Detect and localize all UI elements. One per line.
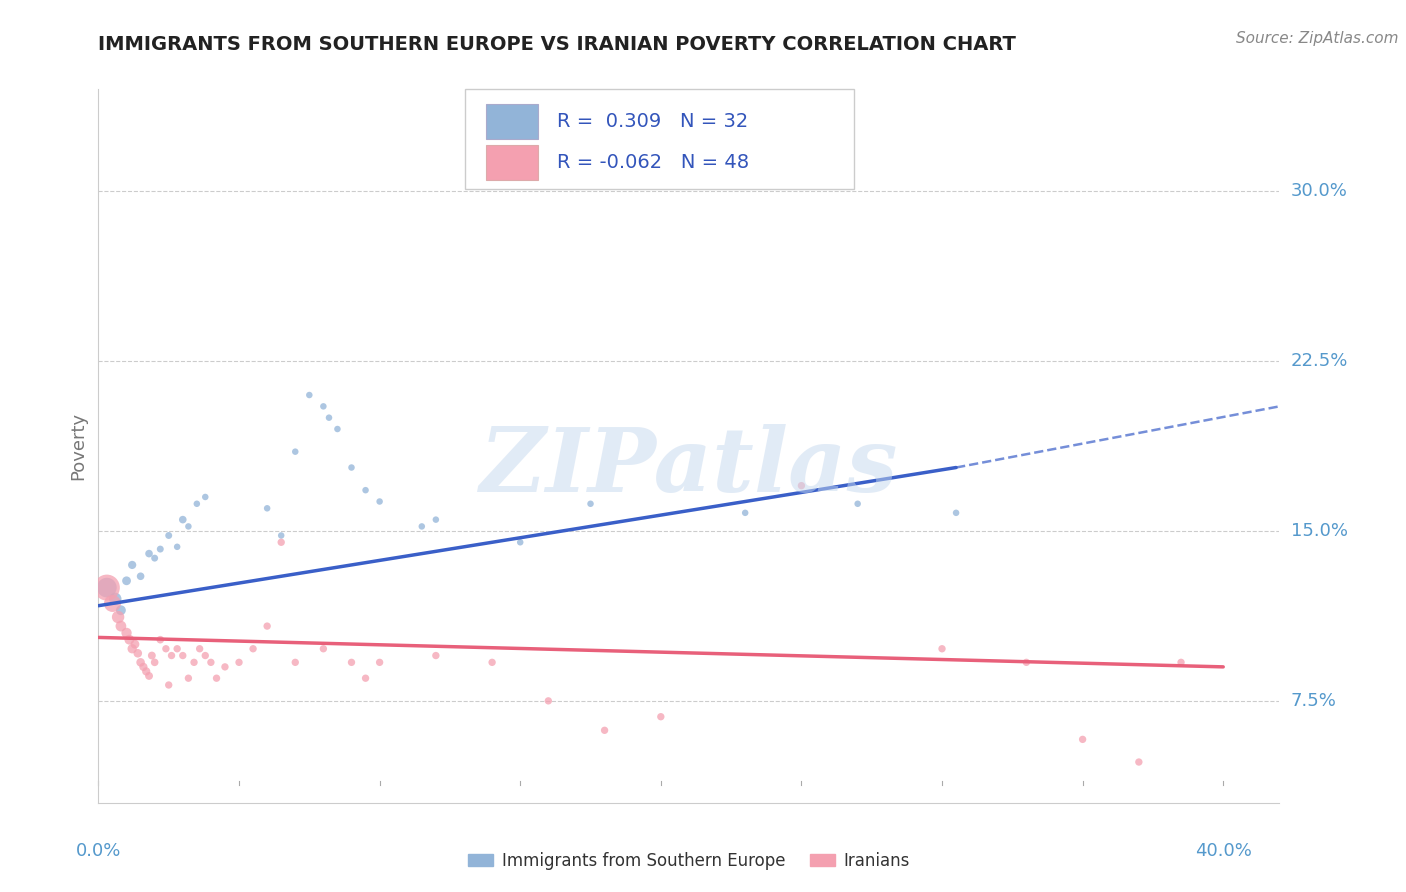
Point bbox=[326, 422, 349, 436]
Point bbox=[205, 671, 228, 685]
Text: 40.0%: 40.0% bbox=[1195, 842, 1251, 860]
Point bbox=[194, 648, 217, 663]
Point bbox=[270, 535, 292, 549]
Point bbox=[186, 497, 208, 511]
Point bbox=[1170, 656, 1192, 670]
Point bbox=[141, 648, 163, 663]
Text: 7.5%: 7.5% bbox=[1291, 692, 1337, 710]
Point bbox=[135, 665, 157, 679]
Point bbox=[368, 656, 391, 670]
Point bbox=[118, 632, 141, 647]
Point bbox=[318, 410, 340, 425]
Point bbox=[368, 494, 391, 508]
Point bbox=[846, 497, 869, 511]
Text: 22.5%: 22.5% bbox=[1291, 352, 1348, 370]
Point bbox=[1015, 656, 1038, 670]
Point bbox=[121, 641, 143, 656]
Point bbox=[242, 641, 264, 656]
Point bbox=[200, 656, 222, 670]
Point bbox=[340, 460, 363, 475]
Point bbox=[425, 513, 447, 527]
Point bbox=[256, 619, 278, 633]
Point bbox=[579, 497, 602, 511]
Point bbox=[183, 656, 205, 670]
Point bbox=[312, 400, 335, 414]
Point bbox=[1128, 755, 1150, 769]
Point bbox=[107, 610, 129, 624]
Point bbox=[149, 632, 172, 647]
Point bbox=[790, 478, 813, 492]
Point bbox=[177, 671, 200, 685]
FancyBboxPatch shape bbox=[486, 104, 537, 139]
Point bbox=[121, 558, 143, 572]
Point bbox=[166, 641, 188, 656]
Point bbox=[194, 490, 217, 504]
Point bbox=[177, 519, 200, 533]
Text: 30.0%: 30.0% bbox=[1291, 182, 1347, 200]
Legend: Immigrants from Southern Europe, Iranians: Immigrants from Southern Europe, Iranian… bbox=[461, 846, 917, 877]
Text: Source: ZipAtlas.com: Source: ZipAtlas.com bbox=[1236, 31, 1399, 46]
Point bbox=[138, 669, 160, 683]
Point bbox=[157, 528, 180, 542]
Point bbox=[101, 597, 124, 611]
Point bbox=[149, 542, 172, 557]
Point bbox=[143, 551, 166, 566]
FancyBboxPatch shape bbox=[486, 145, 537, 180]
Point bbox=[411, 519, 433, 533]
Point bbox=[354, 671, 377, 685]
Point bbox=[172, 513, 194, 527]
Point bbox=[115, 574, 138, 588]
Point bbox=[143, 656, 166, 670]
Point bbox=[354, 483, 377, 498]
Text: R = -0.062   N = 48: R = -0.062 N = 48 bbox=[557, 153, 749, 172]
Point bbox=[425, 648, 447, 663]
Point bbox=[172, 648, 194, 663]
Point bbox=[110, 619, 132, 633]
Point bbox=[129, 569, 152, 583]
Point bbox=[127, 646, 149, 660]
Point bbox=[188, 641, 211, 656]
Point bbox=[340, 656, 363, 670]
FancyBboxPatch shape bbox=[464, 89, 855, 189]
Point bbox=[931, 641, 953, 656]
Point bbox=[481, 656, 503, 670]
Point bbox=[537, 694, 560, 708]
Point bbox=[509, 535, 531, 549]
Point bbox=[96, 581, 118, 595]
Point bbox=[96, 581, 118, 595]
Point bbox=[138, 547, 160, 561]
Point bbox=[132, 660, 155, 674]
Y-axis label: Poverty: Poverty bbox=[69, 412, 87, 480]
Point bbox=[945, 506, 967, 520]
Point bbox=[115, 626, 138, 640]
Point bbox=[593, 723, 616, 738]
Text: 0.0%: 0.0% bbox=[76, 842, 121, 860]
Point bbox=[228, 656, 250, 670]
Text: 15.0%: 15.0% bbox=[1291, 522, 1347, 540]
Point bbox=[734, 506, 756, 520]
Point bbox=[1071, 732, 1094, 747]
Point bbox=[157, 678, 180, 692]
Point bbox=[270, 528, 292, 542]
Point bbox=[312, 641, 335, 656]
Point bbox=[166, 540, 188, 554]
Point bbox=[104, 591, 127, 606]
Point bbox=[298, 388, 321, 402]
Point bbox=[284, 656, 307, 670]
Text: IMMIGRANTS FROM SOUTHERN EUROPE VS IRANIAN POVERTY CORRELATION CHART: IMMIGRANTS FROM SOUTHERN EUROPE VS IRANI… bbox=[98, 35, 1017, 54]
Text: ZIPatlas: ZIPatlas bbox=[481, 425, 897, 510]
Point bbox=[214, 660, 236, 674]
Point bbox=[650, 709, 672, 723]
Point bbox=[256, 501, 278, 516]
Text: R =  0.309   N = 32: R = 0.309 N = 32 bbox=[557, 112, 748, 131]
Point bbox=[160, 648, 183, 663]
Point bbox=[284, 444, 307, 458]
Point bbox=[124, 637, 146, 651]
Point bbox=[110, 603, 132, 617]
Point bbox=[129, 656, 152, 670]
Point bbox=[155, 641, 177, 656]
